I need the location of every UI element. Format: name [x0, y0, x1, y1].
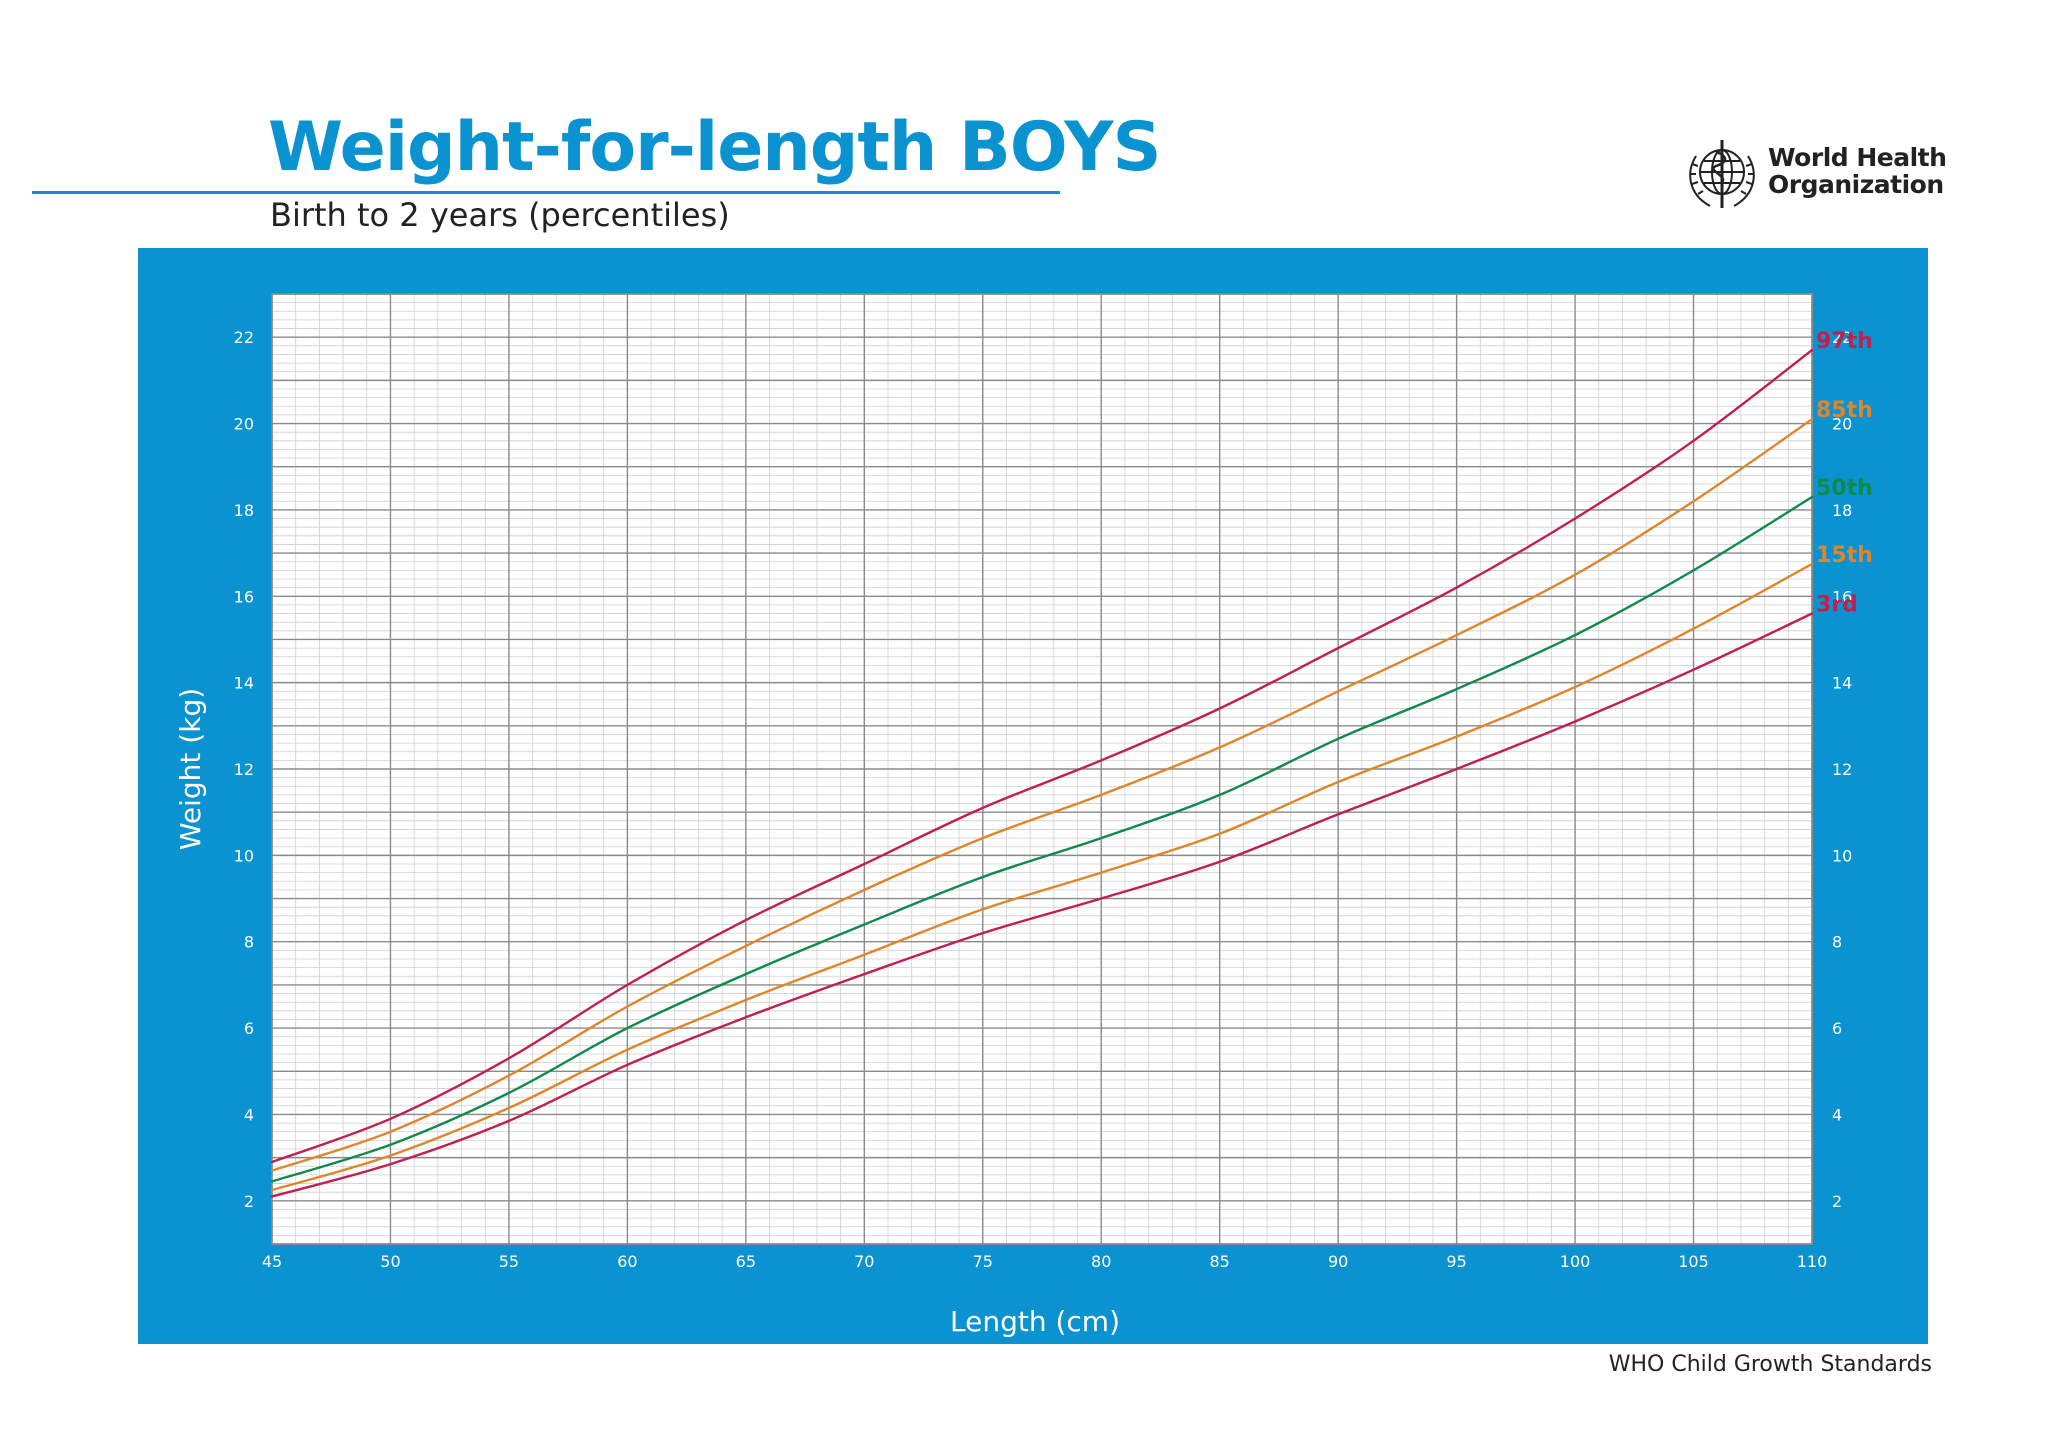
y-tick-label-right: 18 [1832, 501, 1852, 520]
y-tick-label-right: 2 [1832, 1192, 1842, 1211]
page-subtitle: Birth to 2 years (percentiles) [270, 196, 730, 234]
percentile-label: 3rd [1816, 593, 1858, 618]
x-tick-label: 95 [1446, 1252, 1466, 1271]
title-underline [32, 191, 1060, 194]
y-tick-label-left: 18 [234, 501, 254, 520]
x-tick-label: 50 [380, 1252, 400, 1271]
footer-source: WHO Child Growth Standards [1608, 1352, 1932, 1377]
who-logo-line1: World Health [1768, 143, 1947, 172]
x-tick-label: 45 [262, 1252, 282, 1271]
x-tick-label: 85 [1210, 1252, 1230, 1271]
y-tick-label-left: 20 [234, 415, 254, 434]
y-tick-label-left: 12 [234, 760, 254, 779]
who-logo-text: World Health Organization [1768, 144, 2008, 198]
x-tick-label: 65 [736, 1252, 756, 1271]
y-tick-label-right: 16 [1832, 587, 1852, 606]
plot-border [271, 293, 1813, 1245]
y-tick-label-left: 8 [244, 933, 254, 952]
who-logo: World Health Organization [1682, 136, 2048, 212]
y-tick-label-right: 10 [1832, 846, 1852, 865]
percentile-curve-3rd [270, 612, 1814, 1198]
percentile-curve-85th [270, 418, 1814, 1172]
y-tick-label-left: 6 [244, 1019, 254, 1038]
y-tick-label-left: 14 [234, 674, 254, 693]
y-tick-label-left: 2 [244, 1192, 254, 1211]
y-tick-label-right: 20 [1832, 415, 1852, 434]
page-title: Weight-for-length BOYS [268, 108, 1161, 187]
percentile-label: 85th [1816, 398, 1873, 423]
x-tick-label: 70 [854, 1252, 874, 1271]
percentile-curve-97th [270, 348, 1814, 1164]
x-tick-label: 60 [617, 1252, 637, 1271]
y-tick-label-right: 22 [1832, 328, 1852, 347]
x-tick-label: 80 [1091, 1252, 1111, 1271]
y-tick-label-left: 10 [234, 846, 254, 865]
y-tick-label-left: 22 [234, 328, 254, 347]
percentile-label: 97th [1816, 329, 1873, 354]
x-tick-label: 100 [1560, 1252, 1591, 1271]
percentile-curves [270, 348, 1814, 1198]
x-tick-labels: 45 50 55 60 65 70 75 80 85 90 95 100 105 110 [262, 1252, 1827, 1271]
y-tick-labels-right: 2 4 6 8 10 12 14 16 18 20 22 [1832, 328, 1852, 1211]
percentile-curve-50th [270, 495, 1814, 1183]
x-tick-label: 90 [1328, 1252, 1348, 1271]
y-tick-label-right: 14 [1832, 674, 1852, 693]
y-tick-label-right: 12 [1832, 760, 1852, 779]
grid-major [271, 293, 1813, 1245]
x-tick-label: 110 [1797, 1252, 1828, 1271]
who-emblem-icon [1689, 140, 1755, 208]
x-tick-label: 75 [973, 1252, 993, 1271]
percentile-label: 15th [1816, 543, 1873, 568]
x-axis-title: Length (cm) [950, 1305, 1120, 1338]
who-logo-line2: Organization [1768, 170, 1944, 199]
y-tick-label-right: 8 [1832, 933, 1842, 952]
y-tick-label-right: 4 [1832, 1105, 1842, 1124]
y-tick-labels-left: 2 4 6 8 10 12 14 16 18 20 22 [234, 328, 254, 1211]
y-tick-label-left: 4 [244, 1105, 254, 1124]
y-tick-label-right: 6 [1832, 1019, 1842, 1038]
y-tick-label-left: 16 [234, 587, 254, 606]
x-tick-label: 105 [1678, 1252, 1709, 1271]
x-tick-label: 55 [499, 1252, 519, 1271]
grid-minor [272, 294, 1812, 1244]
percentile-labels: 97th 85th 50th 15th 3rd [1816, 329, 1873, 617]
y-axis-title: Weight (kg) [174, 688, 207, 850]
percentile-label: 50th [1816, 476, 1873, 501]
percentile-curve-15th [270, 562, 1814, 1192]
